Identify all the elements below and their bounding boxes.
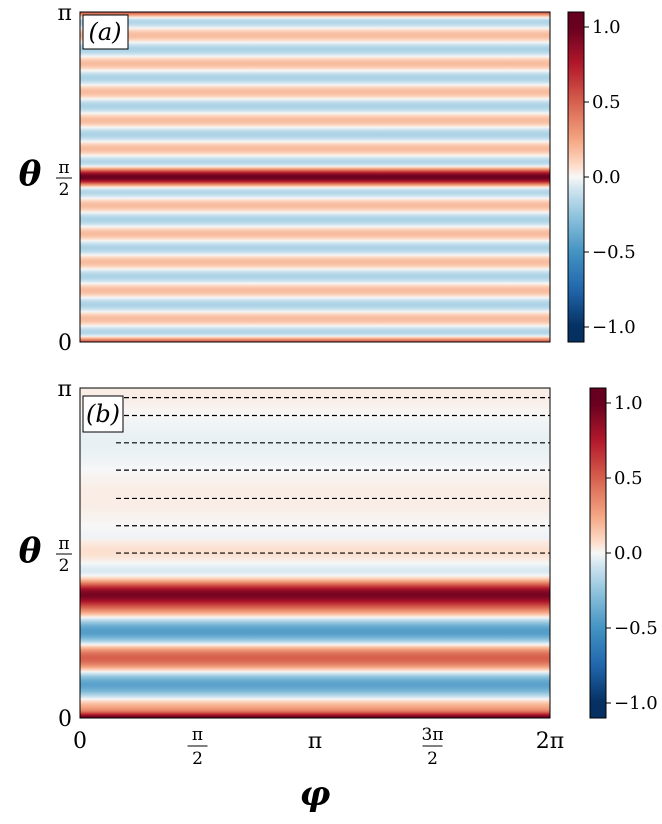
- colorbar-b: [589, 387, 607, 719]
- colorbar-tick-label: 1.0: [614, 393, 643, 414]
- colorbar-tick-label: 0.5: [592, 92, 621, 113]
- colorbar-tick-label: −0.5: [614, 618, 658, 639]
- colorbar-tick-label: 1.0: [592, 17, 621, 38]
- x-tick-den: 2: [427, 749, 438, 769]
- y-tick-num: π: [58, 158, 69, 178]
- y-tick-den: 2: [59, 180, 70, 200]
- x-tick-label: π: [308, 729, 322, 754]
- y-tick-label: π: [58, 377, 72, 402]
- panel-label-box-b: [82, 395, 124, 433]
- colorbar-ticks-b: −1.0 −0.5 0.0 0.5 1.0: [606, 393, 658, 714]
- colorbar-tick-label: 0.5: [614, 468, 643, 489]
- heatmap-a: [80, 12, 550, 342]
- y-tick-num: π: [58, 534, 69, 554]
- x-tick-den: 2: [192, 749, 203, 769]
- panel-label-b: (b): [86, 400, 120, 428]
- colorbar-tick-label: −1.0: [614, 693, 658, 714]
- panel-label-a: (a): [88, 18, 121, 46]
- y-axis-title-b: θ: [19, 531, 42, 571]
- x-tick-num: 3π: [422, 725, 444, 745]
- x-axis-title: φ: [300, 774, 331, 814]
- plot-frame-a: [79, 11, 551, 343]
- y-tick-label: 0: [58, 707, 72, 732]
- x-tick-num: π: [192, 725, 203, 745]
- colorbar-tick-label: 0.0: [614, 543, 643, 564]
- y-tick-den: 2: [59, 556, 70, 576]
- plot-frame-b: [79, 387, 551, 719]
- y-tick-label: π: [58, 1, 72, 26]
- dashed-lines-b: [116, 397, 550, 554]
- colorbar-tick-label: −0.5: [592, 242, 636, 263]
- colorbar-tick-label: 0.0: [592, 167, 621, 188]
- x-tick-label: 2π: [536, 729, 564, 754]
- y-axis-title-a: θ: [19, 154, 42, 194]
- y-tick-label: 0: [58, 331, 72, 356]
- colorbar-tick-label: −1.0: [592, 317, 636, 338]
- colorbar-a: [567, 11, 585, 343]
- colorbar-ticks-a: −1.0 −0.5 0.0 0.5 1.0: [584, 17, 636, 338]
- panel-label-box-a: [82, 14, 129, 50]
- x-tick-label: 0: [73, 729, 87, 754]
